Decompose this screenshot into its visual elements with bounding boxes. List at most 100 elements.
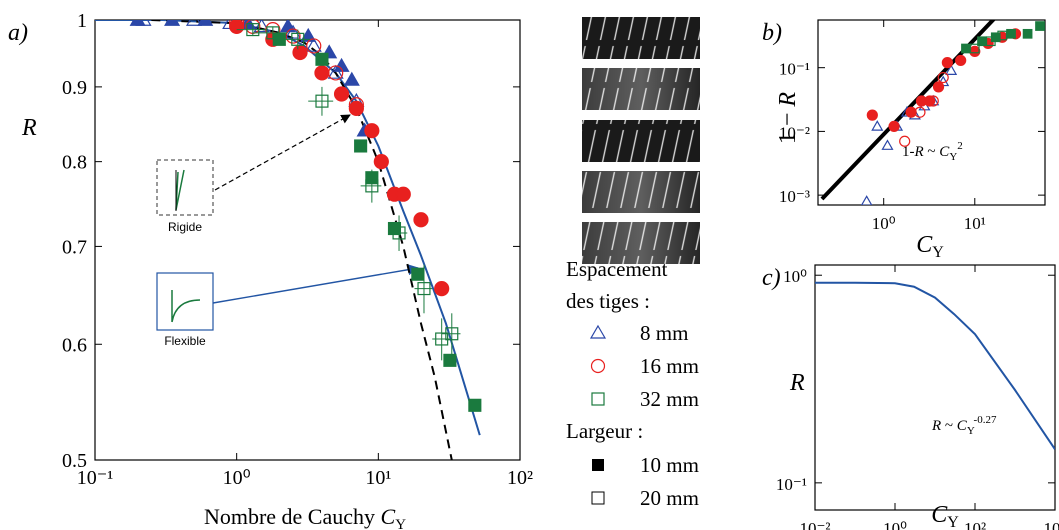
point [1022, 28, 1033, 39]
inset-label: Flexible [164, 334, 206, 348]
point [435, 332, 449, 346]
y-tick-label: 0.7 [62, 236, 87, 258]
point [314, 65, 330, 81]
x-axis-label-text: Nombre de Cauchy [204, 504, 381, 529]
point [1035, 21, 1045, 31]
y-tick-label: 0.6 [62, 334, 87, 356]
point [955, 54, 967, 67]
legend-marker [592, 459, 604, 471]
x-tick-label: 10¹ [964, 214, 986, 233]
point [348, 100, 364, 117]
point [135, 20, 152, 26]
legend-marker [590, 358, 606, 374]
inset-drawing [171, 290, 201, 323]
point [333, 57, 350, 72]
point [468, 398, 482, 412]
plot-area [820, 20, 1045, 205]
x-tick-label: 10¹ [365, 467, 391, 489]
point [411, 267, 425, 281]
legend-marker [589, 324, 607, 339]
point [417, 282, 431, 296]
annotation-part: C [957, 418, 968, 434]
inset-drawing [175, 169, 185, 211]
point [266, 26, 280, 40]
point [969, 45, 981, 58]
point [899, 135, 911, 147]
legend-label: 32 mm [640, 387, 699, 411]
x-axis-label: Nombre de Cauchy CY [204, 504, 406, 530]
x-axis-label-sub: Y [395, 517, 406, 530]
y-tick-label: 0.9 [62, 77, 87, 99]
x-axis-label-var: C [916, 232, 933, 258]
y-tick-label: 0.8 [62, 152, 87, 174]
x-tick-label: 10² [964, 519, 986, 530]
annotation-part: R [931, 418, 941, 434]
x-tick-label: 10⁰ [223, 467, 251, 489]
x-tick-label: 10² [507, 467, 533, 489]
point [373, 154, 389, 170]
point [932, 81, 945, 93]
annotation-part: ~ [941, 418, 957, 434]
y-axis-label: R [789, 370, 805, 396]
point [246, 23, 260, 37]
point [392, 226, 406, 240]
inset-box [156, 159, 214, 216]
plot-frame [814, 264, 1056, 511]
legend-label: 16 mm [640, 354, 699, 378]
x-axis-label-sub: Y [932, 244, 944, 261]
x-axis-label: CY [916, 232, 944, 261]
point [327, 64, 344, 79]
y-tick-label: 1 [77, 10, 87, 32]
panel-label: c) [762, 265, 781, 291]
point [229, 20, 245, 34]
point [229, 20, 245, 31]
annotation: R ~ CY-0.27 [931, 414, 997, 437]
point [364, 123, 380, 139]
point [285, 28, 301, 44]
point [365, 179, 379, 193]
point [997, 30, 1008, 41]
point [413, 212, 429, 228]
point [343, 71, 360, 86]
point [888, 120, 900, 132]
y-axis-label-var: R [775, 92, 801, 108]
y-tick-label: 10⁻² [779, 123, 810, 142]
point [354, 139, 368, 153]
point [285, 24, 302, 39]
point [434, 280, 450, 297]
legend-title: Largeur : [566, 419, 643, 443]
inset-arrow [212, 264, 420, 304]
x-tick-label: 10⁻¹ [77, 467, 114, 489]
point [985, 36, 996, 47]
annotation-part: 1- [902, 144, 915, 160]
point [305, 37, 322, 52]
point [328, 65, 344, 81]
annotation-part: 2 [957, 140, 963, 152]
inset-label: Rigide [168, 220, 202, 234]
point [881, 139, 894, 150]
point [860, 195, 873, 205]
annotation-part: Y [967, 425, 975, 437]
annotation-part: R [914, 144, 924, 160]
y-axis-label: 1 − R [775, 92, 801, 145]
point [941, 57, 953, 69]
legend-title: Espacement [566, 257, 668, 281]
point [871, 120, 884, 131]
point [306, 38, 322, 54]
point [197, 20, 214, 26]
x-tick-label: 10⁰ [872, 214, 896, 233]
point [315, 94, 329, 108]
x-axis-label-var: C [381, 504, 396, 529]
curve [151, 20, 453, 460]
plot-area [815, 281, 1055, 450]
legend: Espacement des tiges : 8 mm 16 mm 32 mm … [566, 257, 699, 510]
point [443, 353, 457, 367]
y-tick-label: 0.5 [62, 450, 87, 472]
plot-area [95, 20, 482, 460]
annotation-part: ~ [924, 144, 940, 160]
annotation-part: Y [949, 151, 957, 163]
point [961, 43, 971, 54]
point [945, 64, 958, 75]
point [387, 221, 402, 236]
